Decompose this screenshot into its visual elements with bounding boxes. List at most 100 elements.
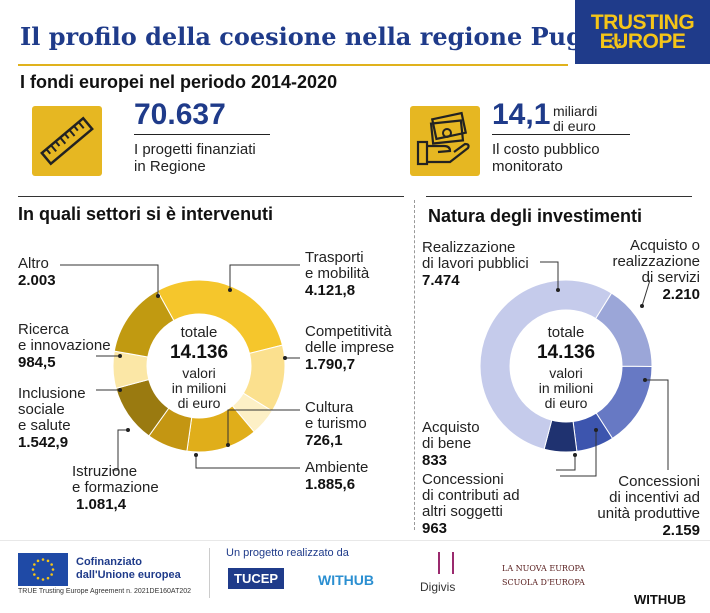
vertical-separator xyxy=(414,200,415,530)
eu-star xyxy=(36,559,40,563)
cost-description-line1: Il costo pubblico xyxy=(492,141,600,158)
slice-label-contributi-line1: Concessioni xyxy=(422,471,504,488)
slice-label-trasporti-line2: e mobilità xyxy=(305,265,370,282)
slice-label-servizi-line1: Acquisto o xyxy=(629,237,700,254)
cost-unit-line1: miliardi xyxy=(553,103,598,119)
slice-label-ambiente: Ambiente 1.885,6 xyxy=(305,460,368,494)
projects-description-line2: in Regione xyxy=(134,158,206,175)
slice-value-lavori-pubblici: 7.474 xyxy=(422,272,460,289)
slice-value-cultura: 726,1 xyxy=(305,432,343,449)
slice-value-inclusione: 1.542,9 xyxy=(18,434,69,451)
slice-value-servizi: 2.210 xyxy=(662,286,700,303)
slice-label-trasporti: Trasporti e mobilità 4.121,8 xyxy=(305,250,369,300)
slice-label-incentivi-line3: unità produttive xyxy=(597,505,700,522)
trusting-europe-logo-text: TRUSTING EUROPE xyxy=(575,11,710,53)
eu-star xyxy=(33,573,36,576)
investments-center-label: totale xyxy=(547,324,585,341)
sectors-center-label: totale xyxy=(180,324,218,341)
slice-label-ambiente-line1: Ambiente xyxy=(305,459,369,476)
withub-brand: WITHUB xyxy=(634,592,686,607)
page-title: Il profilo della coesione nella regione … xyxy=(20,22,617,51)
footer-separator xyxy=(209,548,210,598)
slice-label-inclusione: Inclusione sociale e salute 1.542,9 xyxy=(18,386,86,452)
logo-line2: EUROPE xyxy=(599,30,686,53)
slice-label-contributi-line2: di contributi ad xyxy=(422,487,520,504)
eu-star xyxy=(33,563,36,566)
leader-dot xyxy=(643,378,647,382)
sectors-center-unit-line3: di euro xyxy=(177,395,221,411)
leader-line xyxy=(227,409,300,445)
eu-star xyxy=(50,563,53,566)
slice-label-cultura-line2: e turismo xyxy=(305,415,367,432)
projects-rule xyxy=(134,134,270,135)
investments-center-unit: valori in milioni di euro xyxy=(511,366,621,411)
investments-chart-title: Natura degli investimenti xyxy=(428,206,643,226)
slice-label-altro: Altro 2.003 xyxy=(18,256,56,290)
slice-label-inclusione-line3: e salute xyxy=(18,417,71,434)
slice-label-altro-line1: Altro xyxy=(18,255,49,272)
slice-value-ricerca: 984,5 xyxy=(18,354,56,371)
leader-line xyxy=(229,264,300,290)
slice-value-acquisto-bene: 833 xyxy=(422,452,448,469)
eu-stars-icon xyxy=(609,37,621,49)
slice-trasporti xyxy=(156,279,284,354)
leader-dot xyxy=(226,443,230,447)
logo-line1: TRUSTING xyxy=(590,11,695,34)
eu-star xyxy=(46,559,50,563)
slice-label-lavori-pubblici: Realizzazione di lavori pubblici 7.474 xyxy=(422,240,529,290)
investments-center-unit-line1: valori xyxy=(549,365,583,381)
slice-label-incentivi: Concessioni di incentivi ad unità produt… xyxy=(560,474,700,540)
footer-divider xyxy=(0,540,710,541)
leader-dot xyxy=(126,428,130,432)
sectors-center-unit-line2: in milioni xyxy=(171,380,227,396)
sectors-center-value: 14.136 xyxy=(169,342,229,363)
slice-label-acquisto-bene-line2: di bene xyxy=(422,435,472,452)
slice-label-incentivi-line1: Concessioni xyxy=(618,473,700,490)
leader-dot xyxy=(118,354,122,358)
slice-value-contributi: 963 xyxy=(422,520,448,537)
leader-dot xyxy=(594,428,598,432)
slice-lavori-pubblici xyxy=(479,279,613,450)
sectors-center-unit: valori in milioni di euro xyxy=(144,366,254,411)
investments-center-value: 14.136 xyxy=(536,342,596,363)
section-divider-right xyxy=(426,196,692,197)
cost-description: Il costo pubblico monitorato xyxy=(492,141,600,175)
slice-label-lavori-pubblici-line2: di lavori pubblici xyxy=(422,255,529,272)
nuova-europa-line2: SCUOLA D'EUROPA xyxy=(502,578,585,587)
cofinanced-line2: dall'Unione europea xyxy=(76,569,181,581)
cost-rule xyxy=(492,134,630,135)
leader-dot xyxy=(556,288,560,292)
cost-description-line2: monitorato xyxy=(492,158,563,175)
leader-line xyxy=(112,429,128,471)
slice-label-servizi-line3: di servizi xyxy=(641,269,700,286)
slice-label-trasporti-line1: Trasporti xyxy=(305,249,364,266)
slice-label-competitivita: Competitività delle imprese 1.790,7 xyxy=(305,324,394,374)
title-divider xyxy=(18,64,568,66)
nuova-europa-line1: LA NUOVA EUROPA xyxy=(502,564,585,573)
slice-label-ricerca: Ricerca e innovazione 984,5 xyxy=(18,322,111,372)
slice-label-lavori-pubblici-line1: Realizzazione xyxy=(422,239,516,256)
eu-star xyxy=(50,573,53,576)
slice-label-cultura: Cultura e turismo 726,1 xyxy=(305,400,367,450)
slice-label-inclusione-line2: sociale xyxy=(18,401,65,418)
slice-value-ambiente: 1.885,6 xyxy=(305,476,356,493)
slice-label-ricerca-line1: Ricerca xyxy=(18,321,69,338)
leader-dot xyxy=(194,453,198,457)
eu-star xyxy=(41,558,45,561)
slice-label-competitivita-line1: Competitività xyxy=(305,323,392,340)
cofinanced-line1: Cofinanziato xyxy=(76,556,142,568)
cost-unit: miliardi di euro xyxy=(553,104,597,134)
slice-label-ricerca-line2: e innovazione xyxy=(18,337,111,354)
digivis-mark-icon xyxy=(438,552,454,574)
leader-line xyxy=(195,455,300,469)
funds-heading: I fondi europei nel periodo 2014-2020 xyxy=(20,72,338,92)
slice-value-trasporti: 4.121,8 xyxy=(305,282,356,299)
slice-label-incentivi-line2: di incentivi ad xyxy=(609,489,700,506)
section-divider-left xyxy=(18,196,404,197)
agreement-text: TRUE Trusting Europe Agreement n. 2021DE… xyxy=(18,588,192,595)
leader-dot xyxy=(640,304,644,308)
slice-label-servizi-line2: realizzazione xyxy=(612,253,700,270)
ruler-icon xyxy=(32,106,102,176)
slice-label-inclusione-line1: Inclusione xyxy=(18,385,86,402)
